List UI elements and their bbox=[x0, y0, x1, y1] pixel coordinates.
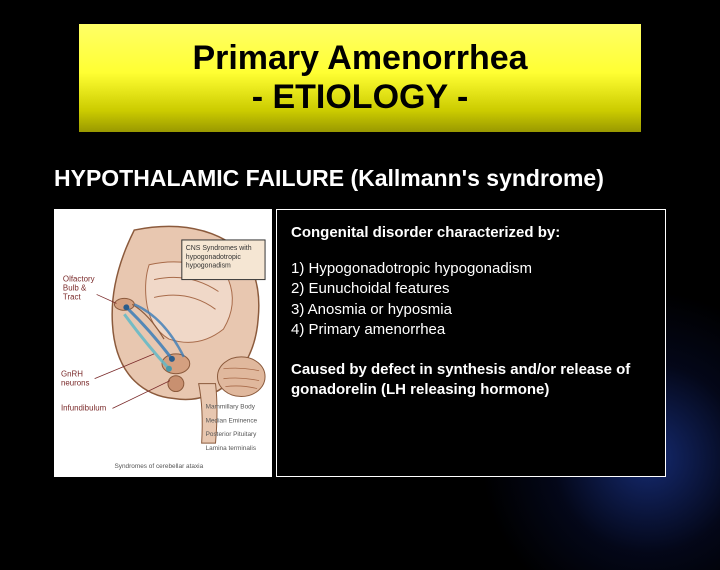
svg-text:Mammillary Body: Mammillary Body bbox=[206, 403, 256, 410]
label-infundibulum: Infundibulum bbox=[61, 403, 107, 412]
label-gnrh: GnRH bbox=[61, 370, 83, 379]
label-olfactory: Olfactory bbox=[63, 275, 95, 284]
info-item-3: 3) Anosmia or hyposmia bbox=[291, 300, 653, 320]
title-banner: Primary Amenorrhea - ETIOLOGY - bbox=[78, 23, 642, 133]
brain-illustration-svg: Olfactory Bulb & Tract GnRH neurons Infu… bbox=[55, 210, 271, 476]
title-line-2: - ETIOLOGY - bbox=[252, 78, 469, 117]
svg-text:Tract: Tract bbox=[63, 292, 82, 301]
info-cause: Caused by defect in synthesis and/or rel… bbox=[291, 360, 653, 401]
info-list: 1) Hypogonadotropic hypogonadism 2) Eunu… bbox=[291, 259, 653, 340]
section-heading: HYPOTHALAMIC FAILURE (Kallmann's syndrom… bbox=[54, 165, 604, 192]
svg-text:Bulb &: Bulb & bbox=[63, 283, 87, 292]
info-panel: Congenital disorder characterized by: 1)… bbox=[276, 209, 666, 477]
svg-text:hypogonadotropic: hypogonadotropic bbox=[186, 254, 242, 261]
title-line-1: Primary Amenorrhea bbox=[192, 39, 527, 78]
svg-text:hypogonadism: hypogonadism bbox=[186, 263, 231, 270]
info-item-2: 2) Eunuchoidal features bbox=[291, 279, 653, 299]
svg-text:Syndromes of cerebellar ataxia: Syndromes of cerebellar ataxia bbox=[114, 463, 203, 470]
info-item-4: 4) Primary amenorrhea bbox=[291, 320, 653, 340]
svg-text:Median Eminence: Median Eminence bbox=[206, 417, 258, 424]
info-intro: Congenital disorder characterized by: bbox=[291, 224, 653, 241]
svg-text:neurons: neurons bbox=[61, 379, 90, 388]
svg-text:Posterior Pituitary: Posterior Pituitary bbox=[206, 431, 258, 438]
label-cns-box: CNS Syndromes with bbox=[186, 245, 252, 252]
svg-text:Lamina terminalis: Lamina terminalis bbox=[206, 445, 256, 452]
anatomy-diagram: Olfactory Bulb & Tract GnRH neurons Infu… bbox=[54, 209, 272, 477]
info-item-1: 1) Hypogonadotropic hypogonadism bbox=[291, 259, 653, 279]
